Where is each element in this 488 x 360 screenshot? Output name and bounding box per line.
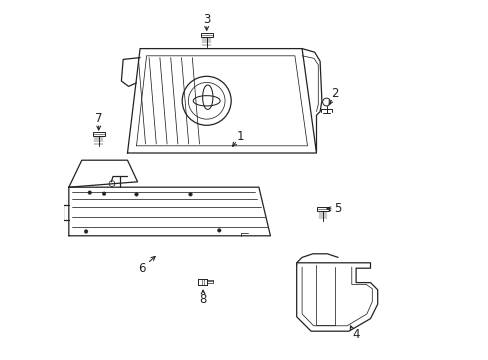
Text: 4: 4 (352, 328, 359, 341)
Text: 3: 3 (203, 13, 210, 26)
Text: 5: 5 (334, 202, 341, 215)
Text: 1: 1 (237, 130, 244, 143)
Text: 6: 6 (138, 262, 145, 275)
Circle shape (88, 191, 91, 194)
Circle shape (217, 229, 221, 232)
Text: 8: 8 (199, 293, 206, 306)
Circle shape (134, 193, 138, 196)
Text: 2: 2 (330, 87, 338, 100)
Text: 7: 7 (95, 112, 102, 125)
Circle shape (84, 230, 88, 233)
Circle shape (188, 193, 192, 196)
Circle shape (102, 192, 106, 195)
